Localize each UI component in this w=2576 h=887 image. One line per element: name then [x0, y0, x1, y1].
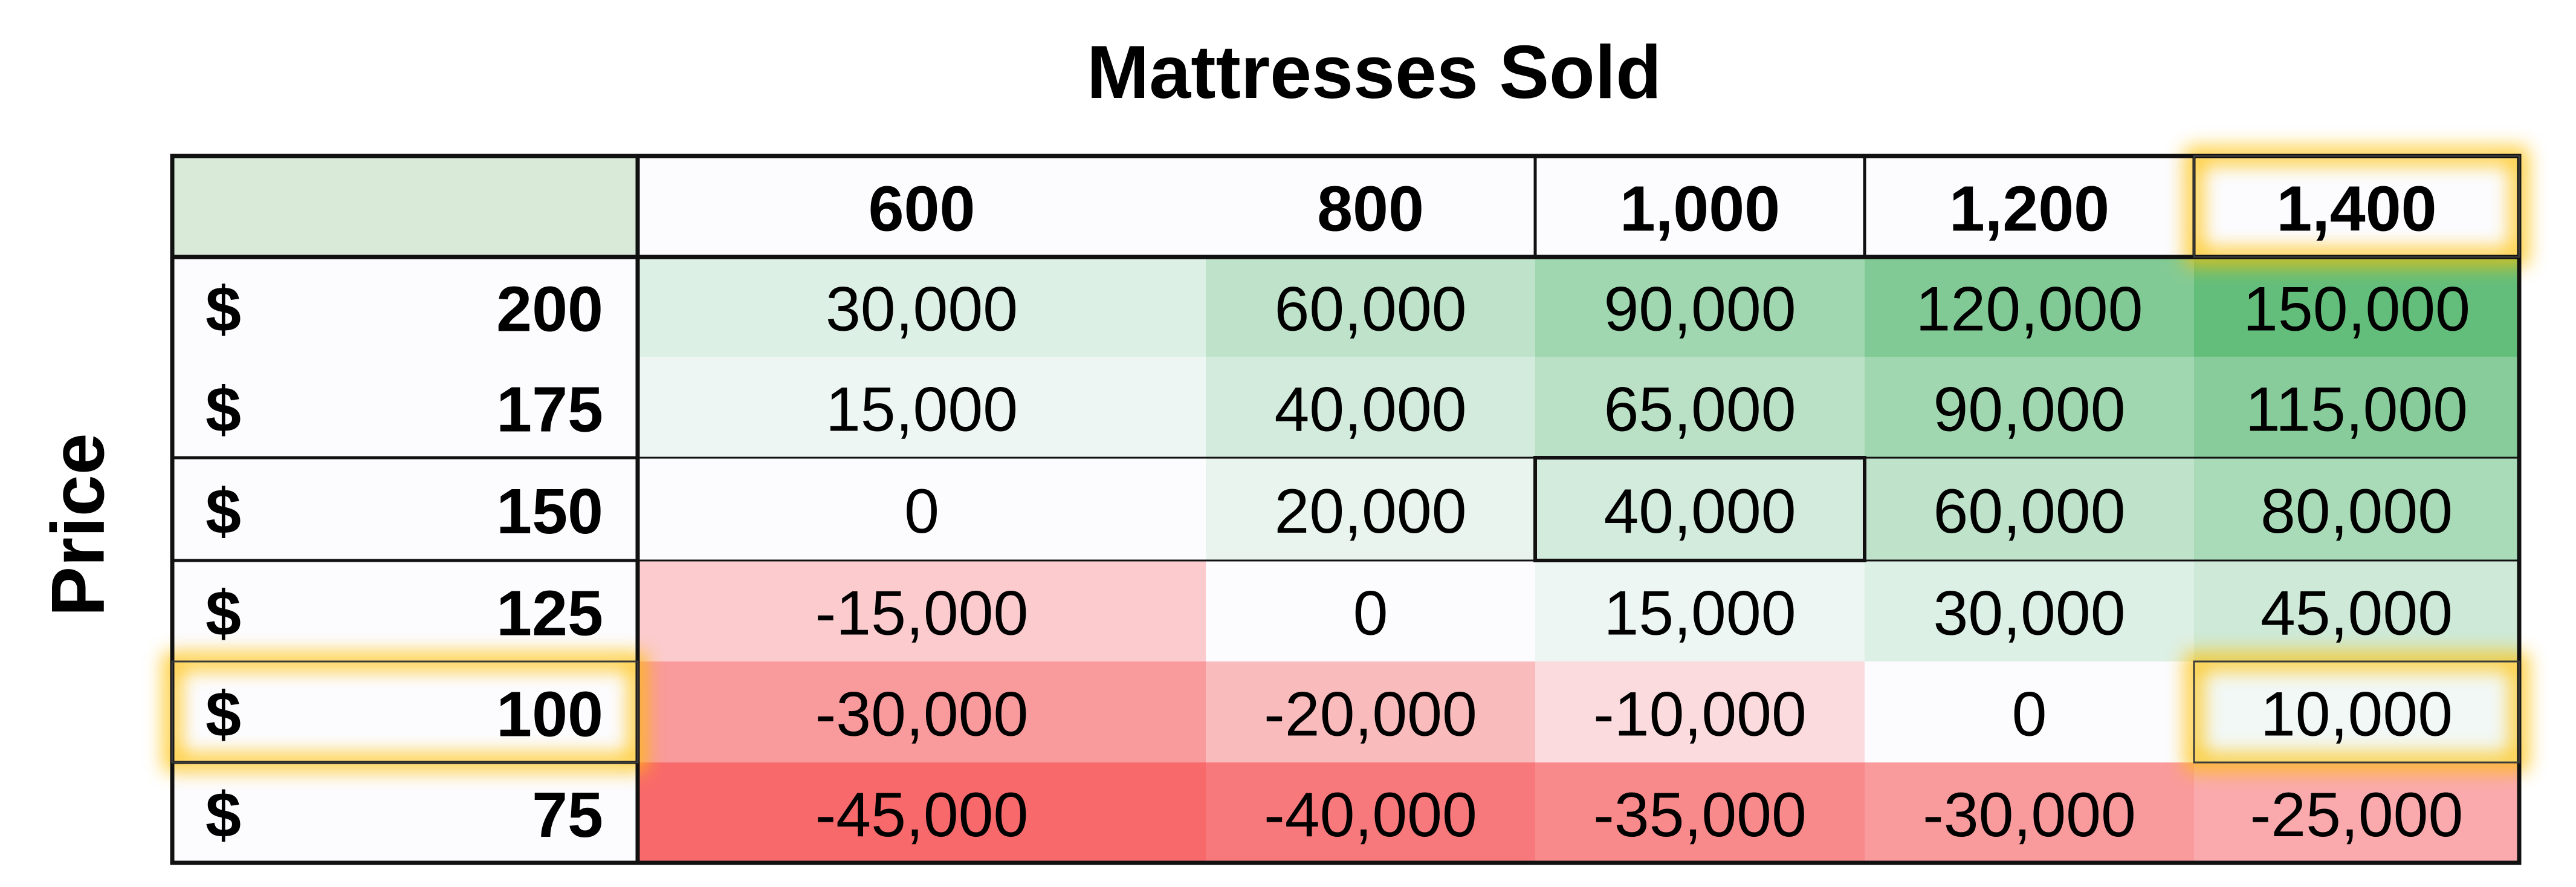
data-label-150-600: 0 [904, 476, 939, 547]
data-label-125-800: 0 [1353, 579, 1388, 649]
column-header-800: 800 [1317, 174, 1424, 245]
data-label-100-1400: 10,000 [2260, 680, 2453, 750]
row-currency-175: $ [205, 374, 241, 446]
row-currency-125: $ [205, 578, 241, 649]
data-label-125-1400: 45,000 [2260, 579, 2453, 649]
heatmap-cell-175-600 [638, 357, 1206, 458]
data-label-200-600: 30,000 [826, 275, 1018, 345]
row-header-150: 150 [496, 476, 603, 547]
data-label-75-1000: -35,000 [1593, 780, 1807, 850]
data-label-175-1000: 65,000 [1604, 375, 1796, 445]
column-header-1000: 1,000 [1620, 174, 1780, 245]
row-header-100: 100 [496, 679, 603, 750]
row-currency-100: $ [205, 679, 241, 750]
heatmap-cell-175-1200 [1865, 357, 2195, 458]
base-case-cell-box [1533, 456, 1866, 562]
heatmap-cell-175-1000 [1535, 357, 1865, 458]
row-currency-150: $ [205, 476, 241, 547]
data-label-150-1000: 40,000 [1604, 476, 1796, 547]
data-label-100-1200: 0 [2012, 680, 2047, 750]
data-label-175-800: 40,000 [1274, 375, 1466, 445]
heatmap-cell-150-1200 [1865, 458, 2195, 561]
chart-title: Mattresses Sold [1086, 31, 1662, 114]
row-header-200: 200 [496, 274, 603, 345]
heatmap-cell-100-600 [638, 661, 1206, 763]
heatmap-cell-175-800 [1206, 357, 1536, 458]
heatmap-cell-200-600 [638, 257, 1206, 357]
heatmap-cell-150-800 [1206, 458, 1536, 561]
data-label-200-1000: 90,000 [1604, 275, 1796, 345]
data-label-75-600: -45,000 [815, 780, 1029, 850]
data-label-150-1200: 60,000 [1933, 476, 2125, 547]
data-label-175-1200: 90,000 [1933, 375, 2125, 445]
column-header-600: 600 [869, 174, 976, 245]
heatmap-cell-75-1400 [2194, 762, 2520, 863]
heatmap-cell-125-600 [638, 560, 1206, 662]
heatmap-cell-125-1400 [2194, 560, 2520, 662]
heatmap-cell-175-1400 [2194, 357, 2520, 458]
heatmap-cell-100-1200 [1865, 661, 2195, 763]
data-label-75-800: -40,000 [1264, 780, 1477, 850]
row-currency-200: $ [205, 274, 241, 345]
highlight-result-cell-box [2193, 660, 2520, 764]
heatmap-cell-200-800 [1206, 257, 1536, 357]
data-label-175-600: 15,000 [826, 375, 1018, 445]
heatmap-cell-200-1400 [2194, 257, 2520, 357]
heatmap-cell-75-1000 [1535, 762, 1865, 863]
row-currency-75: $ [205, 779, 241, 851]
data-label-125-600: -15,000 [815, 579, 1029, 649]
highlight-row-header-box [171, 660, 639, 764]
heatmap-cell-150-1400 [2194, 458, 2520, 561]
column-header-1200: 1,200 [1949, 174, 2109, 245]
data-label-200-1200: 120,000 [1916, 275, 2143, 345]
data-label-125-1200: 30,000 [1933, 579, 2125, 649]
highlight-column-header-box [2193, 155, 2520, 258]
heatmap-cell-125-1000 [1535, 560, 1865, 662]
data-label-200-800: 60,000 [1274, 275, 1466, 345]
data-label-100-1000: -10,000 [1593, 680, 1807, 750]
heatmap-cell-200-1200 [1865, 257, 2195, 357]
row-header-75: 75 [532, 779, 603, 851]
data-label-100-600: -30,000 [815, 680, 1029, 750]
column-header-1400: 1,400 [2276, 174, 2436, 245]
heatmap-cell-150-600 [638, 458, 1206, 561]
data-label-75-1400: -25,000 [2250, 780, 2464, 850]
heatmap-cell-100-1000 [1535, 661, 1865, 763]
row-header-125: 125 [496, 578, 603, 649]
heatmap-cell-200-1000 [1535, 257, 1865, 357]
heatmap-cell-75-800 [1206, 762, 1536, 863]
heatmap-cell-125-800 [1206, 560, 1536, 662]
data-label-100-800: -20,000 [1264, 680, 1477, 750]
heatmap-cell-100-1400 [2194, 661, 2520, 763]
column-header-row [638, 156, 2519, 257]
data-label-175-1400: 115,000 [2245, 375, 2468, 445]
heatmap-cell-75-600 [638, 762, 1206, 863]
heatmap-cell-150-1000 [1535, 458, 1865, 561]
data-label-200-1400: 150,000 [2243, 275, 2470, 345]
data-label-125-1000: 15,000 [1604, 579, 1796, 649]
data-label-75-1200: -30,000 [1923, 780, 2136, 850]
heatmap-cell-75-1200 [1865, 762, 2195, 863]
data-label-150-1400: 80,000 [2260, 476, 2453, 547]
heatmap-cell-100-800 [1206, 661, 1536, 763]
data-label-150-800: 20,000 [1274, 476, 1466, 547]
heatmap-cell-125-1200 [1865, 560, 2195, 662]
corner-cell [172, 156, 638, 257]
row-header-175: 175 [496, 374, 603, 446]
